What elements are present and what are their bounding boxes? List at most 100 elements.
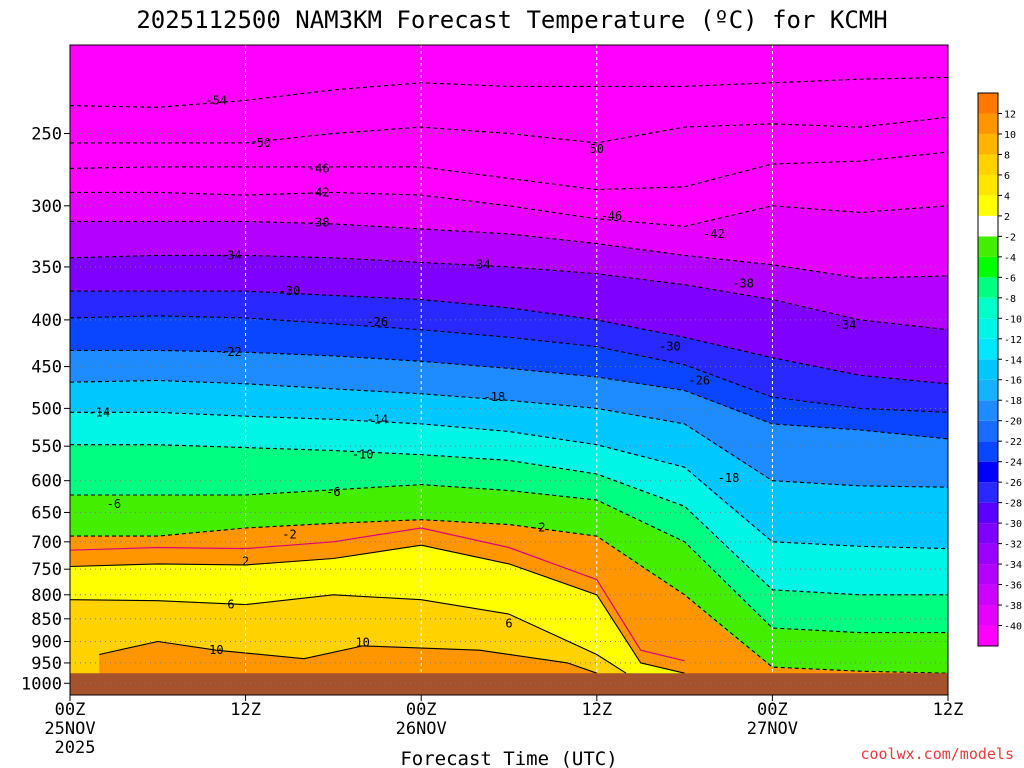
freezing-line — [70, 527, 685, 662]
contour-label: 10 — [209, 643, 223, 657]
colorbar-swatch — [978, 584, 998, 606]
contour-label: 50 — [590, 142, 604, 156]
x-tick-label: 00Z — [55, 700, 86, 720]
colorbar-swatch — [978, 564, 998, 585]
contour-label: -34 — [469, 258, 491, 272]
isotherm-line — [70, 379, 948, 488]
colorbar-label: 10 — [1004, 130, 1016, 141]
colorbar-label: -28 — [1004, 499, 1022, 510]
colorbar-swatch — [978, 461, 998, 483]
colorbar-label: -24 — [1004, 458, 1022, 469]
contour-label: -14 — [88, 405, 110, 419]
colorbar-label: -12 — [1004, 335, 1022, 346]
contour-label: -50 — [249, 136, 271, 150]
contour-label: -38 — [732, 277, 754, 291]
colorbar-label: -4 — [1004, 253, 1016, 264]
contour-label: -14 — [366, 412, 388, 426]
contour-label: 6 — [505, 616, 512, 630]
contour-label: -42 — [308, 185, 330, 199]
colorbar-label: -14 — [1004, 355, 1022, 366]
isotherm-line — [70, 290, 948, 385]
isotherm-line — [70, 594, 627, 674]
contour-label: 6 — [227, 598, 234, 612]
isotherm-line — [70, 151, 948, 191]
x-tick-label: 25NOV — [44, 719, 95, 739]
y-tick-label: 800 — [31, 586, 62, 606]
colorbar-label: -18 — [1004, 396, 1022, 407]
colorbar-swatch — [978, 133, 998, 155]
x-tick-label: 12Z — [933, 700, 964, 720]
contour-label: -10 — [352, 448, 374, 462]
colorbar-label: -6 — [1004, 273, 1016, 284]
isotherm-line — [70, 484, 948, 634]
colorbar-swatch — [978, 215, 998, 237]
contour-label: -2 — [531, 520, 545, 534]
y-tick-label: 1000 — [21, 674, 62, 694]
colorbar-label: -32 — [1004, 540, 1022, 551]
contour-label: -34 — [835, 318, 857, 332]
contour-label: -26 — [688, 373, 710, 387]
contour-label: -6 — [107, 497, 121, 511]
chart-title: 2025112500 NAM3KM Forecast Temperature (… — [136, 6, 887, 34]
colorbar-label: -40 — [1004, 622, 1022, 633]
y-tick-label: 400 — [31, 311, 62, 331]
colorbar-swatch — [978, 154, 998, 175]
colorbar-label: -36 — [1004, 581, 1022, 592]
colorbar-label: 6 — [1004, 171, 1010, 182]
contour-label: -46 — [308, 161, 330, 175]
colorbar-swatch — [978, 605, 998, 626]
colorbar-swatch — [978, 400, 998, 421]
colorbar-label: -2 — [1004, 232, 1016, 243]
y-tick-label: 250 — [31, 124, 62, 144]
colorbar-label: -20 — [1004, 417, 1022, 428]
isotherm-line — [70, 544, 685, 674]
colorbar-label: -26 — [1004, 478, 1022, 489]
colorbar-swatch — [978, 543, 998, 565]
colorbar-swatch — [978, 359, 998, 380]
colorbar-swatch — [978, 93, 998, 114]
contour-label: -54 — [205, 93, 227, 107]
colorbar-label: 8 — [1004, 150, 1010, 161]
credit-text: coolwx.com/models — [860, 745, 1014, 763]
y-tick-label: 950 — [31, 654, 62, 674]
x-tick-label: 26NOV — [396, 719, 447, 739]
colorbar-swatch — [978, 625, 998, 646]
colorbar-swatch — [978, 318, 998, 339]
y-tick-label: 850 — [31, 610, 62, 630]
contour-label: -46 — [601, 209, 623, 223]
colorbar-swatch — [978, 441, 998, 462]
colorbar-label: -38 — [1004, 601, 1022, 612]
y-tick-label: 900 — [31, 632, 62, 652]
colorbar-label: -10 — [1004, 314, 1022, 325]
x-axis-label: Forecast Time (UTC) — [400, 748, 617, 768]
colorbar-swatch — [978, 113, 998, 134]
colorbar-label: -16 — [1004, 376, 1022, 387]
x-tick-label: 12Z — [230, 700, 261, 720]
ground-surface — [70, 673, 948, 695]
contour-label: -38 — [308, 216, 330, 230]
colorbar-swatch — [978, 174, 998, 196]
y-tick-label: 350 — [31, 258, 62, 278]
y-tick-label: 550 — [31, 437, 62, 457]
contour-label: 2 — [242, 555, 249, 569]
isotherm-line — [70, 191, 948, 227]
temperature-band — [70, 45, 948, 108]
colorbar-label: -8 — [1004, 294, 1016, 305]
colorbar-frame — [977, 92, 999, 647]
colorbar-swatch — [978, 420, 998, 442]
colorbar-label: -30 — [1004, 519, 1022, 530]
isotherm-line — [70, 444, 948, 596]
contour-label: -6 — [326, 485, 340, 499]
contour-label: -18 — [718, 471, 740, 485]
y-tick-label: 650 — [31, 503, 62, 523]
x-tick-label: 00Z — [757, 700, 788, 720]
colorbar-swatch — [978, 277, 998, 298]
contour-label: 10 — [355, 635, 369, 649]
contour-label: -22 — [220, 345, 242, 359]
contour-label: -18 — [484, 390, 506, 404]
x-tick-label: 12Z — [581, 700, 612, 720]
colorbar-swatch — [978, 195, 998, 216]
colorbar-swatch — [978, 482, 998, 503]
isotherm-line — [70, 411, 948, 550]
